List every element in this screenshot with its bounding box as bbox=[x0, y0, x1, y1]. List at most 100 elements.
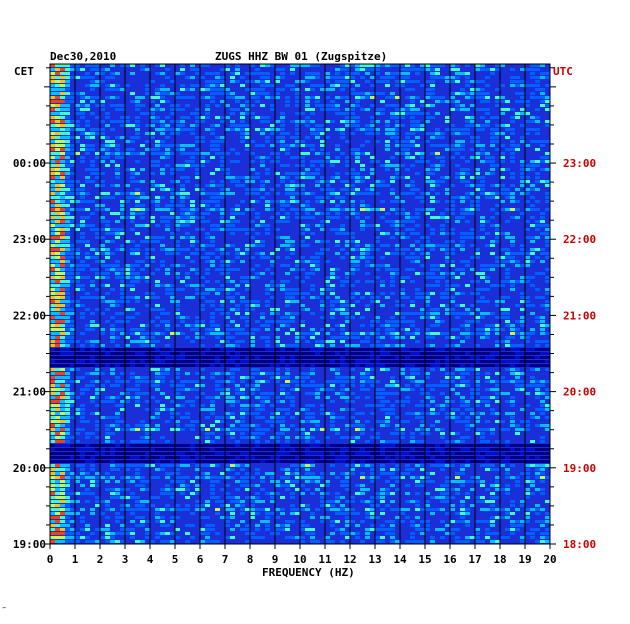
heatmap-cell bbox=[450, 376, 455, 379]
heatmap-cell bbox=[230, 428, 235, 431]
heatmap-cell bbox=[515, 380, 520, 383]
heatmap-cell bbox=[305, 348, 310, 351]
heatmap-cell bbox=[205, 84, 210, 87]
heatmap-cell bbox=[300, 436, 305, 439]
heatmap-cell bbox=[220, 212, 225, 215]
heatmap-cell bbox=[465, 96, 470, 99]
heatmap-cell bbox=[255, 348, 260, 351]
heatmap-cell bbox=[495, 236, 500, 239]
heatmap-cell bbox=[345, 124, 350, 127]
heatmap-cell bbox=[170, 208, 175, 211]
heatmap-cell bbox=[185, 416, 190, 419]
heatmap-cell bbox=[500, 168, 505, 171]
heatmap-cell bbox=[220, 68, 225, 71]
heatmap-cell bbox=[450, 408, 455, 411]
heatmap-cell bbox=[345, 336, 350, 339]
heatmap-cell bbox=[385, 76, 390, 79]
heatmap-cell bbox=[370, 256, 375, 259]
heatmap-cell bbox=[380, 292, 385, 295]
heatmap-cell bbox=[185, 336, 190, 339]
heatmap-cell bbox=[360, 424, 365, 427]
heatmap-cell bbox=[510, 284, 515, 287]
heatmap-cell bbox=[105, 256, 110, 259]
heatmap-cell bbox=[280, 204, 285, 207]
heatmap-cell bbox=[120, 272, 125, 275]
heatmap-cell bbox=[205, 300, 210, 303]
heatmap-cell bbox=[215, 88, 220, 91]
heatmap-cell bbox=[125, 348, 130, 351]
heatmap-cell bbox=[535, 368, 540, 371]
heatmap-cell bbox=[80, 144, 85, 147]
heatmap-cell bbox=[110, 332, 115, 335]
heatmap-cell bbox=[285, 132, 290, 135]
heatmap-cell bbox=[70, 328, 75, 331]
heatmap-cell bbox=[220, 372, 225, 375]
heatmap-cell bbox=[305, 384, 310, 387]
heatmap-cell bbox=[50, 312, 55, 315]
heatmap-cell bbox=[130, 176, 135, 179]
heatmap-cell bbox=[510, 280, 515, 283]
heatmap-cell bbox=[405, 140, 410, 143]
heatmap-cell bbox=[215, 360, 220, 363]
heatmap-cell bbox=[265, 356, 270, 359]
heatmap-cell bbox=[55, 440, 60, 443]
heatmap-cell bbox=[140, 180, 145, 183]
heatmap-cell bbox=[390, 224, 395, 227]
heatmap-cell bbox=[355, 260, 360, 263]
heatmap-cell bbox=[300, 160, 305, 163]
heatmap-cell bbox=[470, 360, 475, 363]
heatmap-cell bbox=[345, 320, 350, 323]
heatmap-cell bbox=[175, 244, 180, 247]
heatmap-cell bbox=[205, 184, 210, 187]
heatmap-cell bbox=[230, 400, 235, 403]
heatmap-cell bbox=[275, 348, 280, 351]
heatmap-cell bbox=[365, 364, 370, 367]
heatmap-cell bbox=[450, 252, 455, 255]
heatmap-cell bbox=[350, 316, 355, 319]
heatmap-cell bbox=[465, 356, 470, 359]
heatmap-cell bbox=[130, 124, 135, 127]
heatmap-cell bbox=[65, 304, 70, 307]
heatmap-cell bbox=[505, 380, 510, 383]
heatmap-cell bbox=[280, 76, 285, 79]
heatmap-cell bbox=[540, 88, 545, 91]
heatmap-cell bbox=[475, 380, 480, 383]
heatmap-cell bbox=[495, 300, 500, 303]
heatmap-cell bbox=[230, 120, 235, 123]
heatmap-cell bbox=[300, 224, 305, 227]
heatmap-cell bbox=[50, 144, 55, 147]
heatmap-cell bbox=[65, 192, 70, 195]
heatmap-cell bbox=[405, 396, 410, 399]
heatmap-cell bbox=[360, 228, 365, 231]
heatmap-cell bbox=[60, 84, 65, 87]
heatmap-cell bbox=[405, 72, 410, 75]
heatmap-cell bbox=[285, 244, 290, 247]
heatmap-cell bbox=[200, 404, 205, 407]
heatmap-cell bbox=[320, 148, 325, 151]
heatmap-cell bbox=[495, 232, 500, 235]
heatmap-cell bbox=[70, 144, 75, 147]
heatmap-cell bbox=[440, 392, 445, 395]
heatmap-cell bbox=[360, 324, 365, 327]
heatmap-cell bbox=[395, 392, 400, 395]
heatmap-cell bbox=[530, 64, 535, 67]
heatmap-cell bbox=[95, 204, 100, 207]
heatmap-cell bbox=[315, 356, 320, 359]
heatmap-cell bbox=[130, 360, 135, 363]
heatmap-cell bbox=[140, 260, 145, 263]
heatmap-cell bbox=[395, 424, 400, 427]
heatmap-cell bbox=[125, 192, 130, 195]
heatmap-cell bbox=[480, 216, 485, 219]
heatmap-cell bbox=[255, 388, 260, 391]
heatmap-cell bbox=[175, 72, 180, 75]
heatmap-cell bbox=[275, 248, 280, 251]
heatmap-cell bbox=[75, 136, 80, 139]
heatmap-cell bbox=[280, 320, 285, 323]
heatmap-cell bbox=[485, 372, 490, 375]
heatmap-cell bbox=[315, 184, 320, 187]
heatmap-cell bbox=[445, 352, 450, 355]
heatmap-cell bbox=[435, 324, 440, 327]
heatmap-cell bbox=[65, 360, 70, 363]
heatmap-cell bbox=[285, 376, 290, 379]
heatmap-cell bbox=[385, 364, 390, 367]
